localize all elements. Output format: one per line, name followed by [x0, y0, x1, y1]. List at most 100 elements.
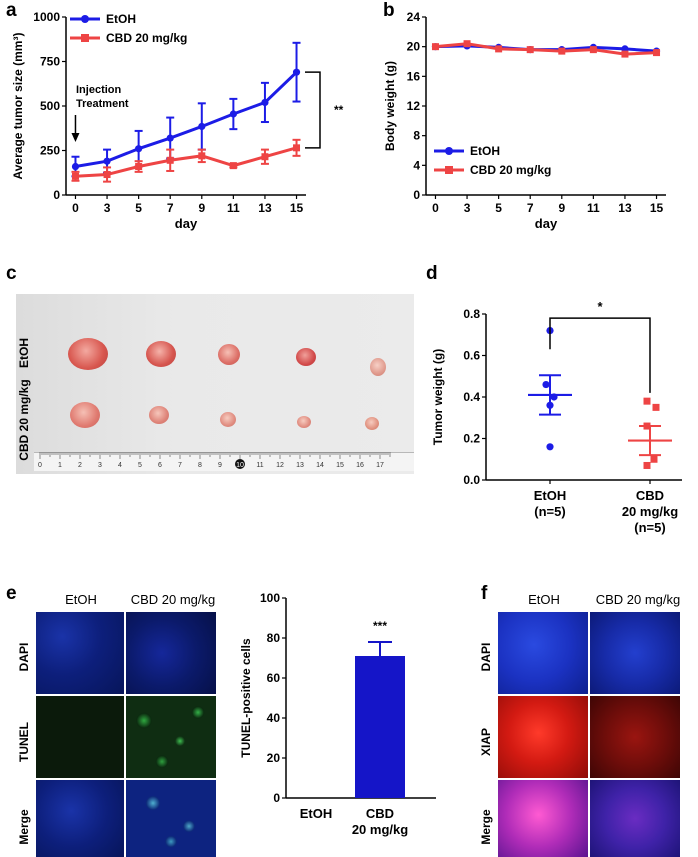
x-tick-label: 0: [432, 201, 439, 215]
data-point: [166, 134, 174, 142]
significance-mark: **: [334, 103, 344, 117]
x-tick-label: 20 mg/kg: [622, 504, 678, 519]
y-tick-label: 0.8: [463, 307, 480, 321]
tumor-cbd-4: [297, 416, 311, 428]
y-axis-title: TUNEL-positive cells: [239, 638, 253, 758]
y-axis-title: Average tumor size (mm³): [11, 33, 25, 180]
photo-row-label-cbd: CBD 20 mg/kg: [17, 379, 31, 461]
legend-label: CBD 20 mg/kg: [470, 163, 551, 177]
y-axis-title: Tumor weight (g): [431, 349, 445, 445]
x-tick-label: 15: [290, 201, 304, 215]
tumor-etoh-1: [68, 338, 108, 370]
ruler-label: 6: [158, 462, 162, 469]
y-tick-label: 250: [40, 144, 60, 158]
e-micro-etoh-dapi: [36, 612, 124, 694]
series-line: [75, 146, 297, 178]
legend-marker: [445, 147, 453, 155]
ruler-label: 2: [78, 462, 82, 469]
x-tick-label: 13: [258, 201, 272, 215]
y-tick-label: 0.2: [463, 432, 480, 446]
data-point: [550, 393, 558, 401]
data-point: [135, 163, 143, 171]
x-tick-label: 15: [650, 201, 664, 215]
y-tick-label: 750: [40, 55, 60, 69]
chart-e-tunel-bar: 0 20 40 60 80 100 TUNEL-positive cells *** EtOH C…: [239, 591, 436, 837]
significance-bracket: [305, 71, 321, 149]
tumor-etoh-5: [370, 358, 386, 376]
data-point: [103, 157, 111, 165]
e-col-label-etoh: EtOH: [65, 592, 97, 607]
y-tick-label: 12: [407, 99, 421, 113]
legend-label: EtOH: [470, 144, 500, 158]
ruler-marker: [235, 459, 245, 469]
e-micro-etoh-merge: [36, 780, 124, 857]
x-tick-label: 9: [558, 201, 565, 215]
legend-label: CBD 20 mg/kg: [106, 31, 187, 45]
data-point: [166, 156, 174, 164]
y-tick-label: 60: [267, 671, 281, 685]
y-tick-label: 16: [407, 69, 421, 83]
panel-label-b: b: [383, 0, 395, 21]
legend-marker: [81, 34, 89, 42]
x-tick-label: 13: [618, 201, 632, 215]
x-tick-label: CBD: [366, 806, 394, 821]
y-tick-label: 24: [407, 10, 421, 24]
data-point: [71, 162, 80, 171]
x-tick-label: (n=5): [534, 504, 565, 519]
significance-mark: *: [597, 299, 603, 314]
significance-mark: ***: [373, 619, 387, 633]
ruler-label: 17: [376, 462, 384, 469]
e-micro-cbd-dapi: [126, 612, 216, 694]
data-point: [653, 49, 661, 57]
x-tick-label: 11: [227, 201, 240, 215]
y-tick-label: 40: [267, 711, 281, 725]
y-tick-label: 500: [40, 99, 60, 113]
data-point: [558, 47, 566, 55]
y-tick-label: 0: [53, 188, 60, 202]
ruler-label: 11: [256, 462, 263, 469]
ruler-ticks: 0 1 2 3 4 5 6 7 8 9 10 11 12 13 14 15 16 17: [38, 452, 391, 469]
x-tick-label: 3: [464, 201, 471, 215]
panel-label-c: c: [6, 263, 17, 284]
chart-a-tumor-size: 0 250 500 750 1000 0 3 5 7 9 11 13 15 day Average tumo…: [11, 10, 344, 231]
y-tick-label: 20: [267, 751, 281, 765]
ruler-label: 5: [138, 462, 142, 469]
y-tick-label: 80: [267, 631, 281, 645]
annotation-text: Injection: [76, 84, 122, 96]
series-line: [75, 71, 298, 168]
x-tick-label: 11: [587, 201, 600, 215]
f-micro-etoh-xiap: [498, 696, 588, 778]
ruler-label: 9: [218, 462, 222, 469]
x-tick-label: EtOH: [300, 806, 333, 821]
x-tick-label: 3: [104, 201, 111, 215]
ruler-label: 4: [118, 462, 122, 469]
significance-bracket: [549, 317, 651, 393]
data-point: [546, 401, 554, 409]
y-axis-title: Body weight (g): [383, 61, 397, 151]
panel-label-e: e: [6, 583, 17, 604]
panel-label-d: d: [426, 263, 438, 284]
f-micro-cbd-dapi: [590, 612, 680, 694]
data-point: [643, 461, 651, 469]
legend-marker: [445, 166, 453, 174]
data-point: [229, 110, 237, 118]
ruler-label: 16: [356, 462, 364, 469]
tumor-cbd-2: [149, 406, 169, 424]
data-point: [71, 172, 79, 180]
data-point: [293, 144, 301, 152]
ruler-label: 13: [296, 462, 304, 469]
bar: [355, 656, 405, 798]
x-tick-label: CBD: [636, 488, 664, 503]
ruler-label: 1: [58, 462, 62, 469]
annotation-arrowhead: [71, 133, 80, 142]
y-tick-label: 0.4: [463, 390, 480, 404]
f-micro-cbd-merge: [590, 780, 680, 857]
f-row-label-xiap: XIAP: [479, 728, 493, 757]
x-tick-label: EtOH: [534, 488, 567, 503]
chart-b-body-weight: 0 4 8 12 16 20 24 0 3 5 7 9 11 13 15 day Body weight (g)…: [383, 10, 666, 231]
y-tick-label: 0: [413, 188, 420, 202]
ruler-label: 14: [316, 462, 324, 469]
y-tick-label: 0.6: [463, 349, 480, 363]
data-point: [198, 152, 206, 160]
